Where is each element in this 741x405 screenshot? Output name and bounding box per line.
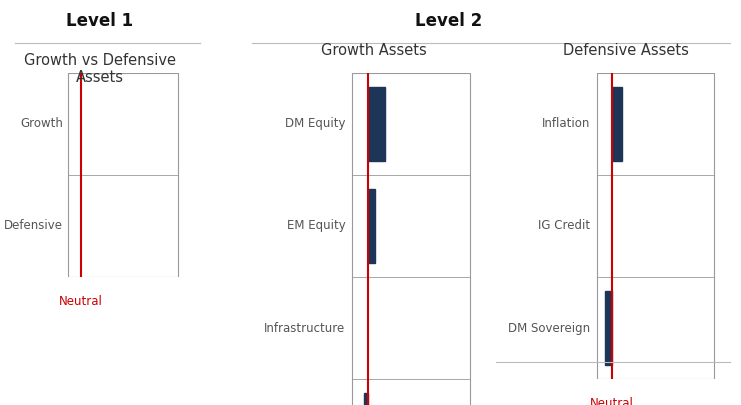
Text: Neutral: Neutral [590,397,634,405]
Bar [612,87,622,161]
Text: IG Credit: IG Credit [538,220,590,232]
Bar [368,87,385,161]
Text: Inflation: Inflation [542,117,590,130]
Text: DM Sovereign: DM Sovereign [508,322,590,335]
Text: Defensive: Defensive [4,220,63,232]
Text: Level 2: Level 2 [415,12,482,30]
Bar [368,189,375,263]
Text: EM Equity: EM Equity [287,220,345,232]
Bar [68,73,178,277]
Text: Growth: Growth [20,117,63,130]
Bar [605,291,612,365]
Bar [597,73,714,379]
Text: DM Equity: DM Equity [285,117,345,130]
Text: Neutral: Neutral [59,295,102,308]
Text: Defensive Assets: Defensive Assets [563,43,689,58]
Text: Growth Assets: Growth Assets [322,43,427,58]
Text: Infrastructure: Infrastructure [264,322,345,335]
Text: Level 1: Level 1 [67,12,133,30]
Text: Growth vs Defensive
Assets: Growth vs Defensive Assets [24,53,176,85]
Bar [365,393,368,405]
Bar [352,73,470,405]
